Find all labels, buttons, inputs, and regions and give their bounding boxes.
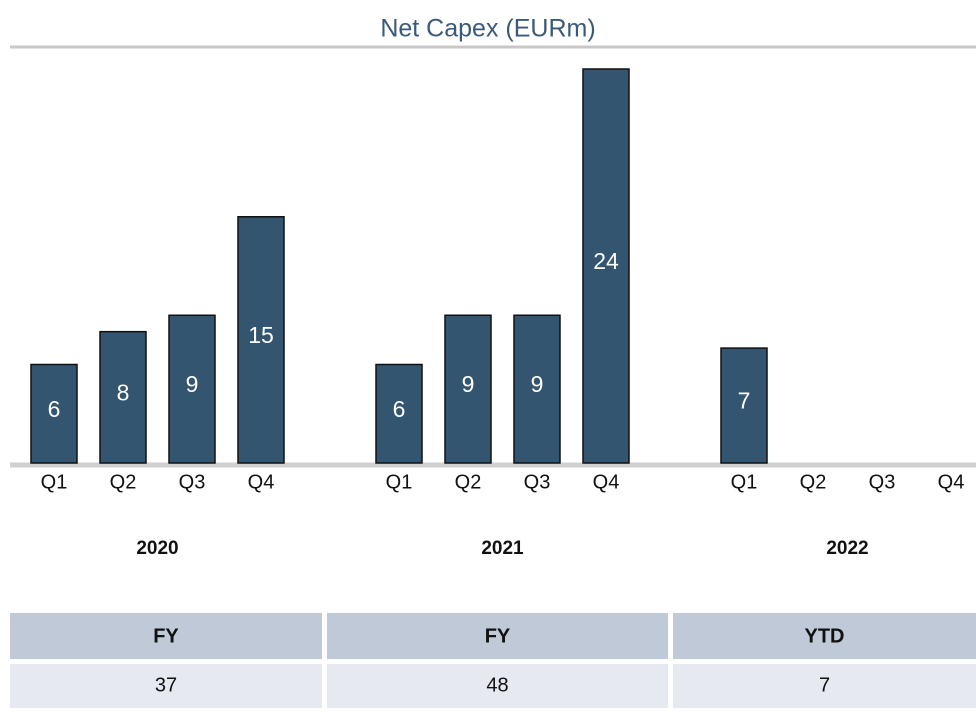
table-cell <box>10 664 322 708</box>
table-header-cell <box>10 613 322 659</box>
value-label: 9 <box>186 371 199 397</box>
group-label: 2022 <box>826 538 868 559</box>
group-label: 2021 <box>481 538 524 559</box>
table-header-cell <box>673 613 976 659</box>
value-label: 6 <box>48 396 61 422</box>
value-label: 15 <box>248 322 274 348</box>
bar <box>444 314 492 464</box>
value-label: 7 <box>738 388 751 414</box>
x-tick-label: Q3 <box>869 471 896 493</box>
x-tick-label: Q2 <box>455 471 482 493</box>
table-cell-text: 37 <box>155 674 177 696</box>
x-tick-label: Q3 <box>179 471 206 493</box>
group-label: 2020 <box>136 538 178 559</box>
table-header-text: YTD <box>805 625 845 647</box>
bar <box>513 314 561 464</box>
value-label: 24 <box>593 248 619 274</box>
bar <box>30 363 78 464</box>
value-label: 6 <box>393 396 406 422</box>
x-tick-label: Q1 <box>731 471 758 493</box>
x-tick-label: Q2 <box>800 471 827 493</box>
bar <box>375 363 423 464</box>
table-header-cell <box>327 613 668 659</box>
table-cell-text: 7 <box>819 674 830 696</box>
x-tick-label: Q4 <box>248 471 275 493</box>
value-label: 8 <box>117 379 130 405</box>
bar <box>168 314 216 464</box>
value-label: 9 <box>462 371 475 397</box>
value-label: 9 <box>531 371 544 397</box>
chart-title: Net Capex (EURm) <box>380 15 595 43</box>
table-header-text: FY <box>485 625 511 647</box>
bar <box>720 347 768 464</box>
bar <box>582 68 630 464</box>
bar <box>237 216 285 464</box>
table-cell <box>327 664 668 708</box>
x-tick-label: Q4 <box>938 471 965 493</box>
table-cell-text: 48 <box>486 674 508 696</box>
table-cell <box>673 664 976 708</box>
x-tick-label: Q2 <box>110 471 137 493</box>
table-header-text: FY <box>153 625 179 647</box>
x-tick-label: Q1 <box>41 471 68 493</box>
x-tick-label: Q3 <box>524 471 551 493</box>
bar <box>99 330 147 464</box>
x-tick-label: Q1 <box>386 471 413 493</box>
x-tick-label: Q4 <box>593 471 620 493</box>
